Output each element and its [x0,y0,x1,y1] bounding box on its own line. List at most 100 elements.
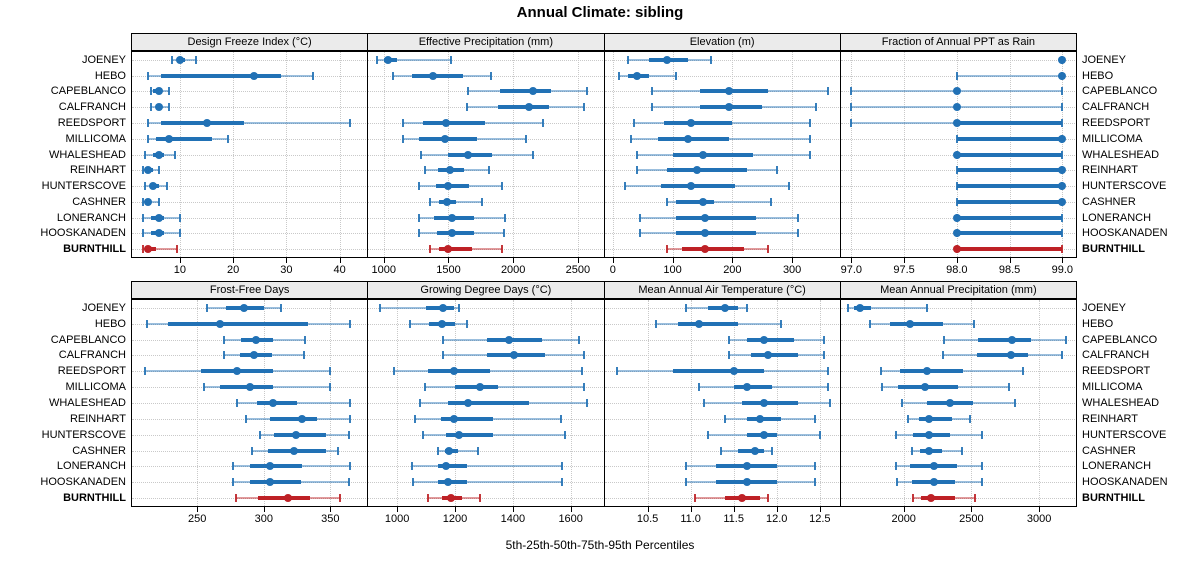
median-dot [443,197,452,206]
panel-header-label: Effective Precipitation (mm) [418,36,554,48]
median-dot [692,166,701,175]
panel-header: Growing Degree Days (°C) [367,281,605,299]
axis-tick [179,258,181,263]
median-dot [444,182,453,191]
whisker-end-cap [771,446,774,455]
median-dot [154,103,163,112]
percentile-bar-25-75 [956,120,1063,125]
whisker-end-cap [674,71,677,80]
axis-tick-label: 12.5 [809,513,831,525]
percentile-bar-25-75 [899,369,964,374]
percentile-bar-25-75 [746,337,794,342]
median-dot [922,367,931,376]
site-label: MILLICOMA [65,381,126,394]
axis-tick [647,507,649,512]
axis-tick [1039,507,1041,512]
percentile-whisker-5-95 [377,58,452,61]
panel-plot [367,51,605,258]
axis-tick-label: 98.5 [998,264,1021,276]
axis-tick-label: 1400 [500,513,526,525]
median-dot [906,319,915,328]
site-label: REEDSPORT [1082,365,1151,378]
gridline-horizontal [368,59,603,61]
site-label: CALFRANCH [1082,349,1150,362]
whisker-end-cap [417,213,420,222]
whisker-end-cap [581,367,584,376]
whisker-end-cap [458,303,461,312]
percentile-bar-25-75 [677,321,738,326]
whisker-end-cap [981,478,984,487]
whisker-end-cap [141,229,144,238]
panel-header-label: Fraction of Annual PPT as Rain [881,36,1036,48]
whisker-end-cap [638,229,641,238]
axis-tick [197,507,199,512]
gridline-horizontal [368,249,603,251]
whisker-end-cap [157,166,160,175]
whisker-end-cap [1061,229,1064,238]
axis-tick [577,258,579,263]
gridline-horizontal [368,307,603,309]
whisker-end-cap [337,446,340,455]
whisker-end-cap [141,245,144,254]
percentile-bar-25-75 [673,369,764,374]
whisker-end-cap [780,319,783,328]
axis-tick [570,507,572,512]
percentile-bar-25-75 [675,215,757,220]
panel-header-label: Frost-Free Days [209,284,290,296]
percentile-bar-25-75 [742,401,799,405]
median-dot [662,55,671,64]
site-label: REEDSPORT [1082,116,1151,129]
whisker-end-cap [969,414,972,423]
median-dot [448,229,457,238]
percentiles-caption: 5th-25th-50th-75th-95th Percentiles [505,538,695,552]
whisker-end-cap [426,494,429,503]
whisker-end-cap [144,367,147,376]
median-dot [143,166,152,175]
whisker-end-cap [419,399,422,407]
site-label: CALFRANCH [1082,101,1150,114]
whisker-end-cap [925,303,928,312]
whisker-end-cap [910,446,913,455]
median-dot [428,71,437,80]
site-label: LONERANCH [56,211,126,224]
whisker-end-cap [232,478,235,487]
whisker-end-cap [412,478,415,487]
whisker-end-cap [222,335,225,344]
median-dot [729,367,738,376]
site-label: BURNTHILL [1082,492,1145,505]
whisker-end-cap [442,335,445,344]
median-dot [759,430,768,439]
whisker-end-cap [149,103,152,112]
whisker-end-cap [170,55,173,64]
median-dot [683,134,692,143]
percentile-bar-25-75 [978,337,1031,342]
whisker-end-cap [776,166,779,175]
whisker-end-cap [895,478,898,487]
median-dot [738,494,747,503]
panel-plot [839,299,1077,507]
axis-tick [286,258,288,263]
gridline-horizontal [368,91,603,93]
whisker-end-cap [585,399,588,407]
whisker-end-cap [145,319,148,328]
whisker-end-cap [173,150,176,159]
median-dot [442,462,451,471]
gridline-horizontal [840,466,1075,468]
panel-header-label: Design Freeze Index (°C) [187,36,312,48]
median-dot [437,319,446,328]
axis-tick [690,507,692,512]
gridline-horizontal [132,138,367,140]
median-dot [701,213,710,222]
median-dot [1058,166,1067,175]
whisker-end-cap [767,245,770,254]
gridline-horizontal [132,403,367,404]
percentile-bar-25-75 [672,152,754,157]
whisker-end-cap [202,383,205,392]
percentile-bar-25-75 [257,401,298,405]
gridline-horizontal [604,75,839,77]
panel-plot [603,299,841,507]
panel-header-label: Elevation (m) [689,36,755,48]
panel-header: Effective Precipitation (mm) [367,33,605,51]
percentile-bar-25-75 [890,321,943,326]
percentile-bar-25-75 [750,353,799,358]
